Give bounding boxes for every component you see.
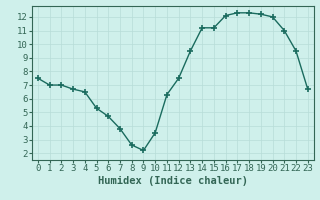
X-axis label: Humidex (Indice chaleur): Humidex (Indice chaleur) xyxy=(98,176,248,186)
